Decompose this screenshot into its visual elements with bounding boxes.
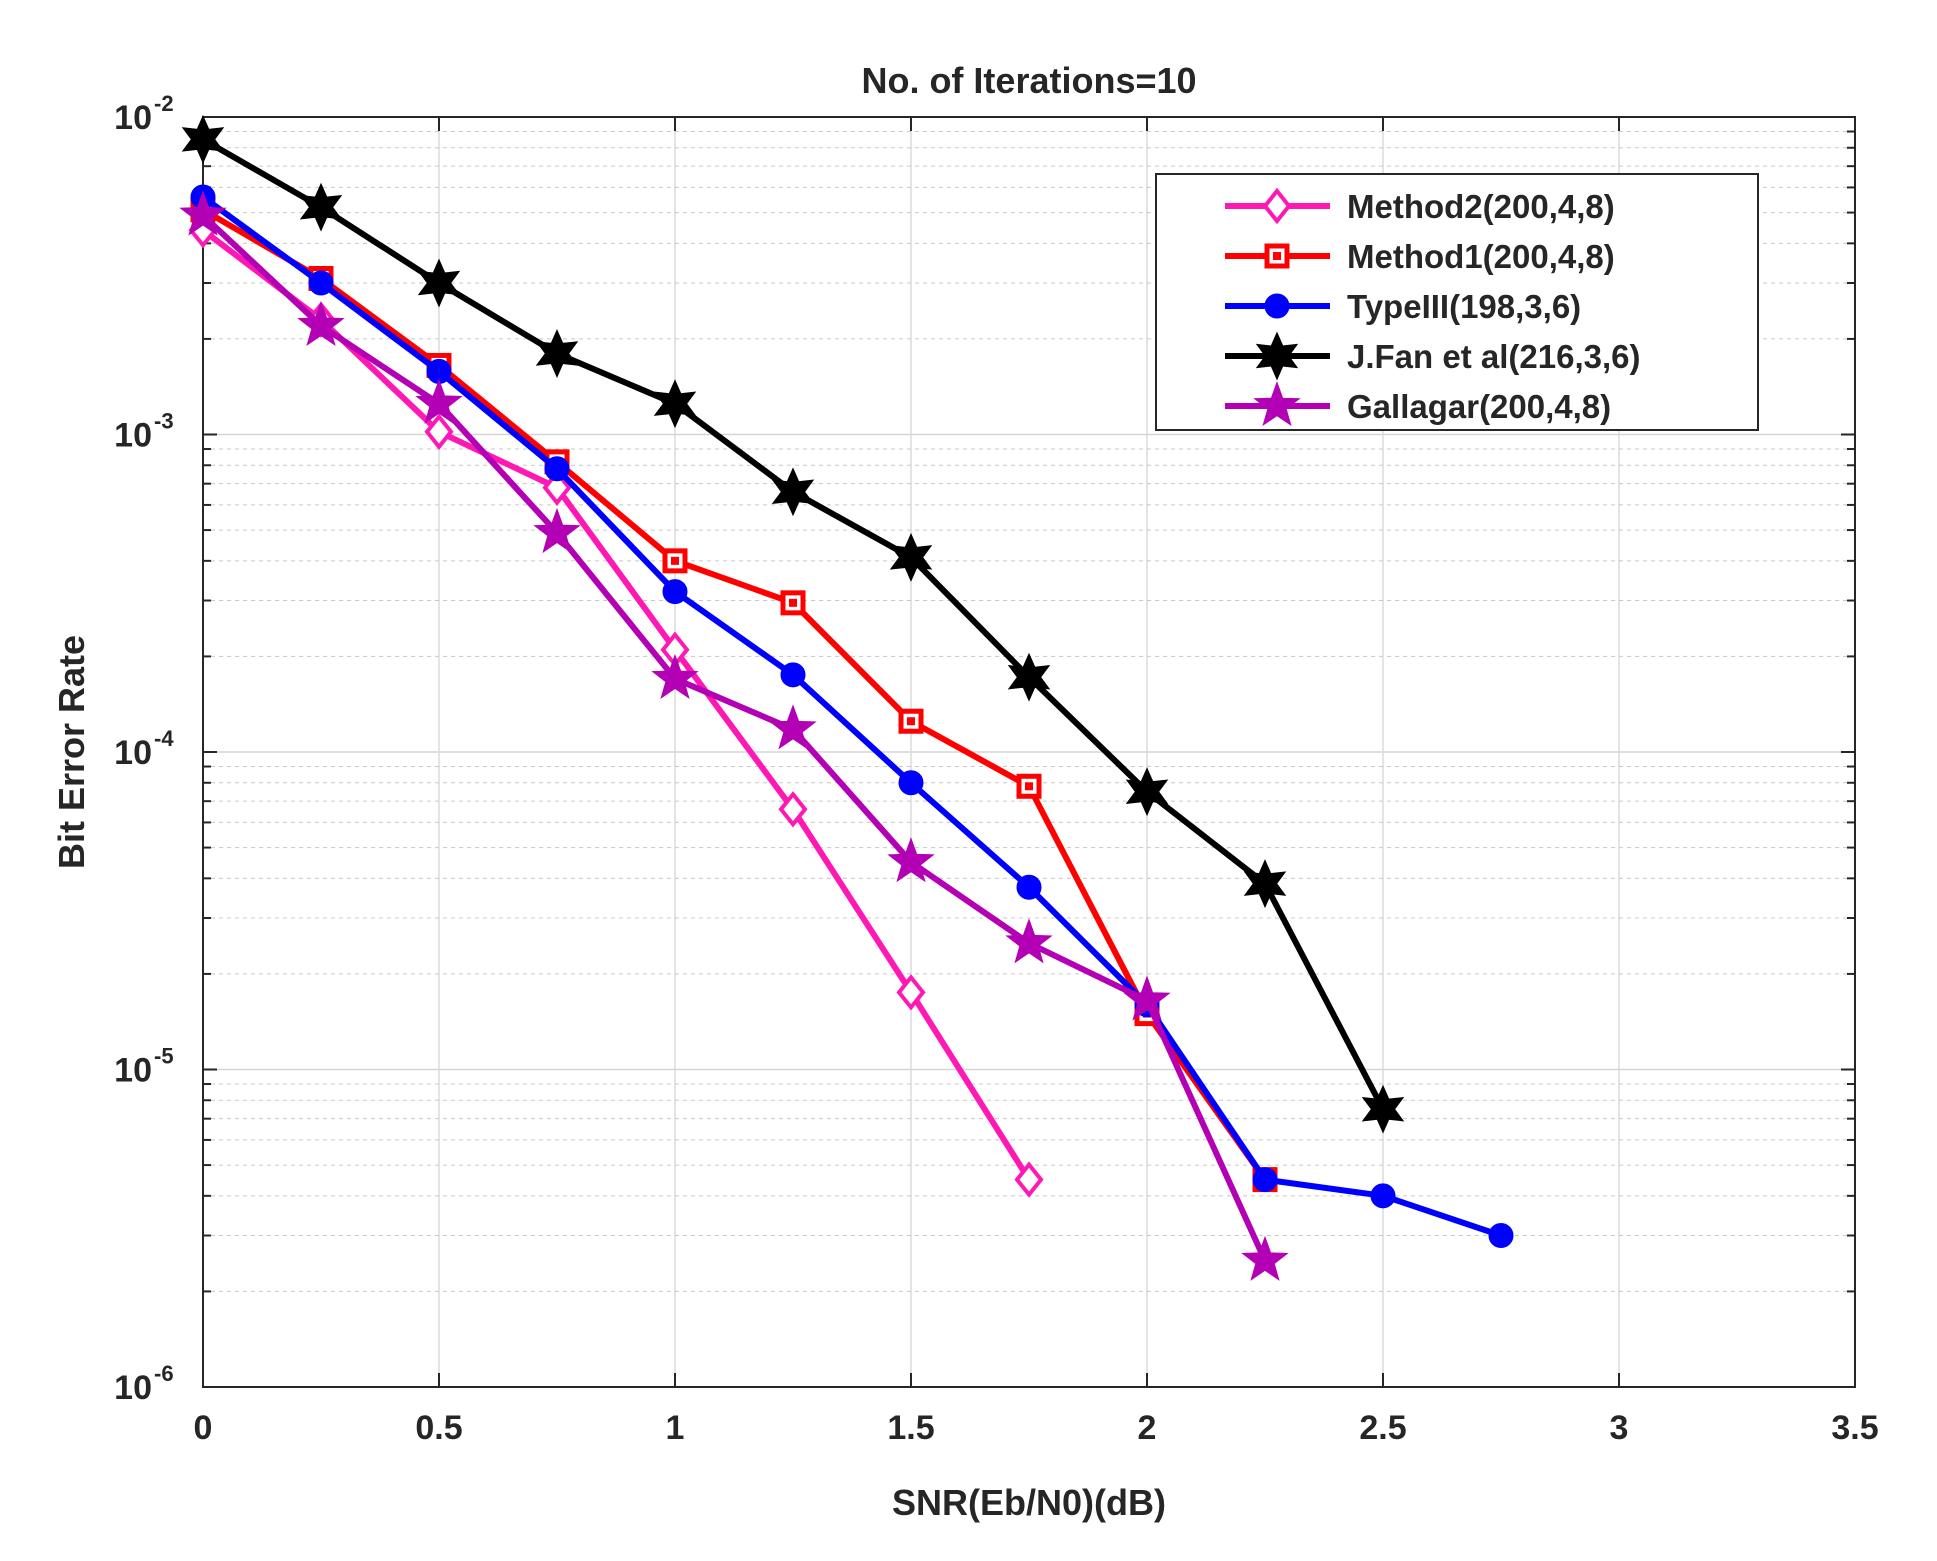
legend-swatch-marker	[1264, 243, 1290, 269]
legend-entry-1: Method2(200,4,8)	[1225, 187, 1615, 225]
series-4-point	[1361, 1084, 1405, 1134]
x-tick-label: 2	[1138, 1409, 1157, 1447]
y-tick-exponent: -4	[154, 726, 174, 751]
legend-label: J.Fan et al(216,3,6)	[1347, 338, 1640, 375]
series-5-point	[179, 190, 227, 236]
series-2-point-core	[671, 556, 679, 565]
series-3-point	[1370, 1183, 1396, 1209]
legend-swatch-marker	[1262, 187, 1292, 225]
x-tick-label: 1	[666, 1409, 685, 1447]
series-5-point	[1005, 918, 1053, 964]
legend-label: Method2(200,4,8)	[1347, 188, 1615, 225]
x-tick-label: 0	[194, 1409, 213, 1447]
x-tick-label: 2.5	[1359, 1409, 1406, 1447]
chart-title: No. of Iterations=10	[861, 60, 1196, 101]
series-5-point	[297, 300, 345, 346]
series-1-point	[896, 974, 926, 1011]
series-4-point	[1007, 652, 1051, 702]
series-1-point	[424, 413, 454, 450]
legend-entry-5: Gallagar(200,4,8)	[1225, 381, 1611, 427]
series-3-point	[308, 270, 334, 296]
tick-marks	[202, 116, 1856, 1388]
x-tick-label: 1.5	[887, 1409, 934, 1447]
series-2-point	[898, 708, 924, 734]
series-4-point	[771, 467, 815, 517]
series-3-point	[662, 579, 688, 605]
legend-entry-4: J.Fan et al(216,3,6)	[1225, 331, 1640, 381]
legend-swatch-marker-core	[1273, 252, 1281, 260]
series-3-line	[201, 194, 1502, 1239]
series-4-point	[181, 114, 225, 164]
y-tick-exponent: -3	[154, 409, 174, 434]
series-5-point	[415, 378, 463, 424]
series-5-point	[651, 653, 699, 699]
series-1-point	[778, 791, 808, 828]
legend-entry-3: TypeIII(198,3,6)	[1225, 288, 1581, 325]
series-4-point	[1125, 767, 1169, 817]
legend-box	[1155, 173, 1759, 431]
series-3-point	[1016, 874, 1042, 900]
y-tick-label: 10	[114, 734, 152, 772]
legend-label: Method1(200,4,8)	[1347, 238, 1615, 275]
series-4-point	[1243, 859, 1287, 909]
series-5-line	[200, 213, 1268, 1262]
y-tick-exponent: -2	[154, 91, 174, 116]
series-3-point	[544, 456, 570, 482]
y-tick-label: 10	[114, 1052, 152, 1090]
legend-swatch-marker	[1253, 381, 1301, 427]
y-tick-label: 10	[114, 99, 152, 137]
series-2-point-core	[1025, 782, 1033, 791]
series-4-point	[889, 532, 933, 582]
series-2-point-core	[907, 717, 915, 726]
series-5-point	[1123, 975, 1171, 1021]
series-5-point	[533, 507, 581, 554]
series-2-line	[201, 207, 1268, 1182]
series-1-point	[542, 469, 572, 506]
series-2-point-core	[789, 598, 797, 607]
series-4-point	[653, 379, 697, 429]
legend-swatch-marker	[1264, 293, 1290, 319]
legend-label: Gallagar(200,4,8)	[1347, 388, 1611, 425]
legend-entry-2: Method1(200,4,8)	[1225, 238, 1615, 275]
y-axis-label: Bit Error Rate	[51, 635, 92, 869]
series-4-point	[535, 329, 579, 378]
series-2-point	[1016, 773, 1042, 799]
series-3-point	[898, 770, 924, 796]
x-tick-label: 3	[1610, 1409, 1629, 1447]
series-3-point	[1252, 1167, 1278, 1193]
x-tick-label: 0.5	[415, 1409, 462, 1447]
series-4-point	[417, 258, 461, 308]
y-tick-exponent: -6	[154, 1361, 174, 1386]
x-tick-label: 3.5	[1831, 1409, 1878, 1447]
series-5-point	[887, 837, 935, 883]
y-tick-exponent: -5	[154, 1044, 174, 1069]
series-5-point	[1241, 1235, 1289, 1281]
series-3-point	[780, 662, 806, 688]
series-2-point	[780, 590, 806, 616]
series-2-point	[662, 548, 688, 574]
series-4	[181, 114, 1405, 1134]
series-5	[179, 190, 1289, 1281]
tick-labels: 0 0.5 1 1.5 2 2.5 3 3.510-210-310-410-510-6	[114, 91, 1878, 1447]
legend-swatch-marker	[1255, 331, 1299, 381]
series-layer	[179, 114, 1514, 1281]
y-tick-label: 10	[114, 1369, 152, 1407]
series-3-point	[1488, 1223, 1514, 1249]
series-4-point	[299, 182, 343, 232]
y-tick-label: 10	[114, 417, 152, 455]
series-5-point	[769, 704, 817, 750]
legend: Method2(200,4,8) Method1(200,4,8) TypeIII(…	[1155, 173, 1759, 431]
series-1-point	[1014, 1161, 1044, 1198]
x-axis-label: SNR(Eb/N0)(dB)	[892, 1482, 1166, 1523]
legend-label: TypeIII(198,3,6)	[1347, 288, 1581, 325]
